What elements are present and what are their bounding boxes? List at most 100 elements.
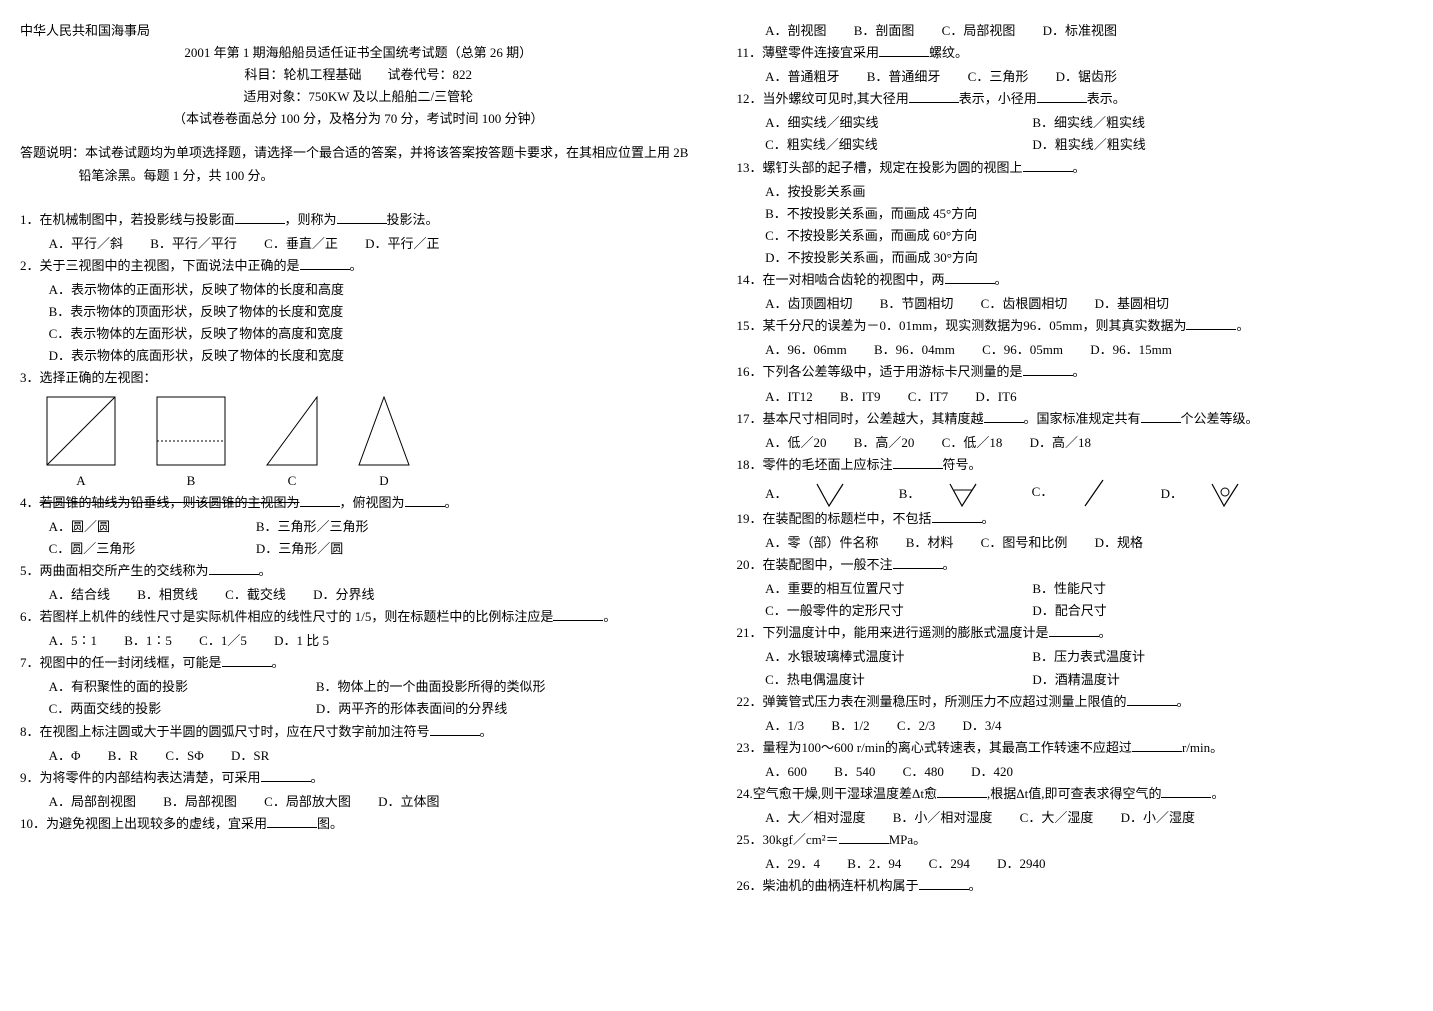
q6-b: B．1∶5 <box>124 630 172 652</box>
q16-d: D．IT6 <box>975 386 1016 408</box>
subject: 科目：轮机工程基础 <box>244 67 361 82</box>
q16-a: A．IT12 <box>765 386 813 408</box>
q9-d: D．立体图 <box>378 791 439 813</box>
q13-d: D．不按投影关系画，而画成 30°方向 <box>765 247 1413 269</box>
blank <box>1132 738 1182 752</box>
blank <box>430 722 480 736</box>
q25-pre: 30kgf／cm²＝ <box>763 832 839 847</box>
q16-tail: 。 <box>1073 364 1086 379</box>
q5-tail: 。 <box>259 563 272 578</box>
blank <box>1127 692 1177 706</box>
blank <box>909 89 959 103</box>
q21: 21．下列温度计中，能用来进行遥测的膨胀式温度计是。 <box>737 622 1414 644</box>
q13-num: 13． <box>737 160 763 175</box>
q19-b: B．材料 <box>906 532 954 554</box>
q1-num: 1． <box>20 212 40 227</box>
q14-stem: 在一对相啮合齿轮的视图中，两 <box>763 272 945 287</box>
q24-a: A．大／相对湿度 <box>765 807 865 829</box>
q23-stem: 量程为100～600 r/min的离心式转速表，其最高工作转速不应超过 <box>763 740 1132 755</box>
q5-c: C．截交线 <box>225 584 286 606</box>
q19-d: D．规格 <box>1095 532 1143 554</box>
q11-pre: 薄壁零件连接宜采用 <box>762 45 879 60</box>
surface-symbol-d-icon <box>1210 482 1240 508</box>
q25-d: D．2940 <box>997 853 1045 875</box>
q11-c: C．三角形 <box>968 66 1029 88</box>
q12-mid: 表示，小径用 <box>959 91 1037 106</box>
q9-opts: A．局部剖视图 B．局部视图 C．局部放大图 D．立体图 <box>20 791 697 813</box>
q1-post: 投影法。 <box>387 212 439 227</box>
q4-num: 4． <box>20 495 40 510</box>
q19-num: 19． <box>737 511 763 526</box>
q17-d: D．高／18 <box>1030 432 1091 454</box>
q16: 16．下列各公差等级中，适于用游标卡尺测量的是。 <box>737 361 1414 383</box>
q22-tail: 。 <box>1177 694 1190 709</box>
left-column: 中华人民共和国海事局 2001 年第 1 期海船船员适任证书全国统考试题（总第 … <box>20 20 697 899</box>
q6-d: D．1 比 5 <box>274 630 329 652</box>
q3-labB: B <box>156 470 226 492</box>
q19: 19．在装配图的标题栏中，不包括。 <box>737 508 1414 530</box>
subject-line: 科目：轮机工程基础 试卷代号：822 <box>20 64 697 86</box>
q6-c: C．1／5 <box>199 630 247 652</box>
blank <box>405 493 445 507</box>
q18-stem: 零件的毛坯面上应标注 <box>763 457 893 472</box>
q12-post: 表示。 <box>1087 91 1126 106</box>
q8-stem: 在视图上标注圆或大于半圆的圆弧尺寸时，应在尺寸数字前加注符号 <box>40 724 430 739</box>
q21-stem: 下列温度计中，能用来进行遥测的膨胀式温度计是 <box>763 625 1049 640</box>
q14-tail: 。 <box>995 272 1008 287</box>
right-column: A．剖视图 B．剖面图 C．局部视图 D．标准视图 11．薄壁零件连接宜采用螺纹… <box>737 20 1414 899</box>
q7-num: 7． <box>20 655 40 670</box>
q1: 1．在机械制图中，若投影线与投影面，则称为投影法。 <box>20 209 697 231</box>
q18-a: A． <box>765 483 787 505</box>
q24-opts: A．大／相对湿度 B．小／相对湿度 C．大／湿度 D．小／湿度 <box>737 807 1414 829</box>
q25-num: 25． <box>737 832 763 847</box>
blank <box>937 784 987 798</box>
q20-opts: A．重要的相互位置尺寸 B．性能尺寸 C．一般零件的定形尺寸 D．配合尺寸 <box>737 578 1414 622</box>
q8-a: A．Φ <box>49 745 81 767</box>
q17-mid: 。国家标准规定共有 <box>1024 411 1141 426</box>
q6-num: 6． <box>20 609 40 624</box>
q5-stem: 两曲面相交所产生的交线称为 <box>40 563 209 578</box>
q2-a: A．表示物体的正面形状，反映了物体的长度和高度 <box>49 279 697 301</box>
q5: 5．两曲面相交所产生的交线称为。 <box>20 560 697 582</box>
surface-symbol-a-icon <box>815 482 845 508</box>
q16-stem: 下列各公差等级中，适于用游标卡尺测量的是 <box>763 364 1023 379</box>
blank <box>1023 158 1073 172</box>
q21-a: A．水银玻璃棒式温度计 <box>765 646 1005 668</box>
q18-c: C． <box>1032 481 1054 503</box>
q8-d: D．SR <box>231 745 269 767</box>
q4-d: D．三角形／圆 <box>256 538 343 560</box>
q25-b: B．2．94 <box>847 853 901 875</box>
q2-c: C．表示物体的左面形状，反映了物体的高度和宽度 <box>49 323 697 345</box>
q1-b: B．平行／平行 <box>150 233 237 255</box>
q22-stem: 弹簧管式压力表在测量稳压时，所测压力不应超过测量上限值的 <box>763 694 1127 709</box>
blank <box>984 409 1024 423</box>
blank <box>1161 784 1211 798</box>
meta: （本试卷卷面总分 100 分，及格分为 70 分，考试时间 100 分钟） <box>20 108 697 130</box>
q18: 18．零件的毛坯面上应标注符号。 <box>737 454 1414 476</box>
exam-title: 2001 年第 1 期海船船员适任证书全国统考试题（总第 26 期） <box>20 42 697 64</box>
q6: 6．若图样上机件的线性尺寸是实际机件相应的线性尺寸的 1/5，则在标题栏中的比例… <box>20 606 697 628</box>
q2-stem: 关于三视图中的主视图，下面说法中正确的是 <box>40 258 300 273</box>
q7-d: D．两平齐的形体表面间的分界线 <box>316 698 507 720</box>
q10-num: 10． <box>20 816 46 831</box>
q9-b: B．局部视图 <box>163 791 237 813</box>
blank <box>1049 623 1099 637</box>
q3-shapes <box>20 396 697 466</box>
blank <box>553 607 603 621</box>
q12-c: C．粗实线／细实线 <box>765 134 1005 156</box>
blank <box>893 555 943 569</box>
q24-b: B．小／相对湿度 <box>893 807 993 829</box>
blank <box>267 814 317 828</box>
q16-b: B．IT9 <box>840 386 880 408</box>
q13-tail: 。 <box>1073 160 1086 175</box>
q24: 24.空气愈干燥,则干湿球温度差Δt愈,根据Δt值,即可查表求得空气的。 <box>737 783 1414 805</box>
q16-opts: A．IT12 B．IT9 C．IT7 D．IT6 <box>737 386 1414 408</box>
q3-stem: 选择正确的左视图： <box>40 370 157 385</box>
q3-labels: A B C D <box>20 470 697 492</box>
q13-opts: A．按投影关系画 B．不按投影关系画，而画成 45°方向 C．不按投影关系画，而… <box>737 181 1414 269</box>
q15-num: 15． <box>737 318 763 333</box>
q3-labA: A <box>46 470 116 492</box>
q22-d: D．3/4 <box>962 715 1001 737</box>
q7-stem: 视图中的任一封闭线框，可能是 <box>40 655 222 670</box>
q23-tail: r/min。 <box>1182 740 1223 755</box>
